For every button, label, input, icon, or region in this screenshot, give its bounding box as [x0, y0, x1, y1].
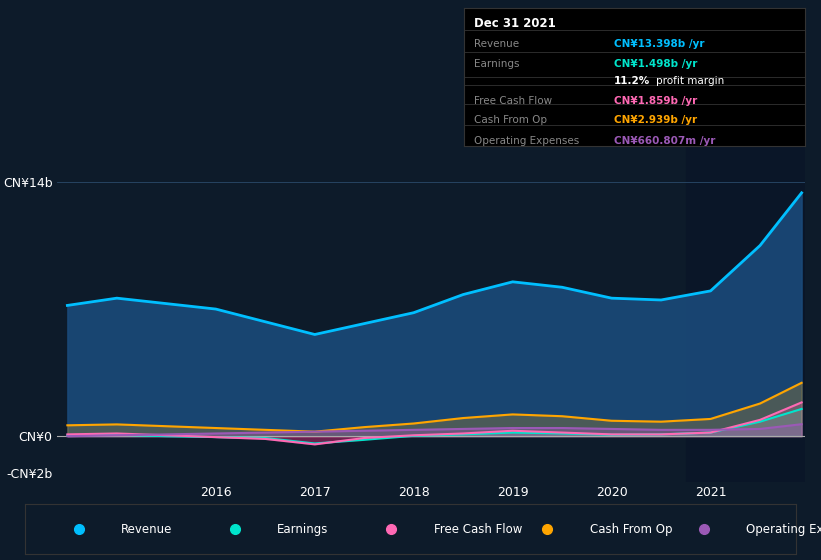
- Text: CN¥13.398b /yr: CN¥13.398b /yr: [614, 39, 704, 49]
- Text: 11.2%: 11.2%: [614, 76, 650, 86]
- Text: profit margin: profit margin: [656, 76, 725, 86]
- Text: Earnings: Earnings: [277, 522, 328, 536]
- Text: CN¥1.859b /yr: CN¥1.859b /yr: [614, 96, 697, 106]
- Text: CN¥1.498b /yr: CN¥1.498b /yr: [614, 59, 697, 69]
- Text: Dec 31 2021: Dec 31 2021: [474, 17, 556, 30]
- Text: Operating Expenses: Operating Expenses: [474, 136, 580, 146]
- Text: Revenue: Revenue: [474, 39, 519, 49]
- Text: Cash From Op: Cash From Op: [474, 115, 547, 125]
- Text: Free Cash Flow: Free Cash Flow: [474, 96, 553, 106]
- Text: Earnings: Earnings: [474, 59, 520, 69]
- Text: Operating Expenses: Operating Expenses: [746, 522, 821, 536]
- Text: Free Cash Flow: Free Cash Flow: [433, 522, 522, 536]
- Text: Revenue: Revenue: [122, 522, 172, 536]
- Text: Cash From Op: Cash From Op: [590, 522, 672, 536]
- Text: CN¥2.939b /yr: CN¥2.939b /yr: [614, 115, 697, 125]
- Bar: [686, 146, 805, 482]
- Text: CN¥660.807m /yr: CN¥660.807m /yr: [614, 136, 715, 146]
